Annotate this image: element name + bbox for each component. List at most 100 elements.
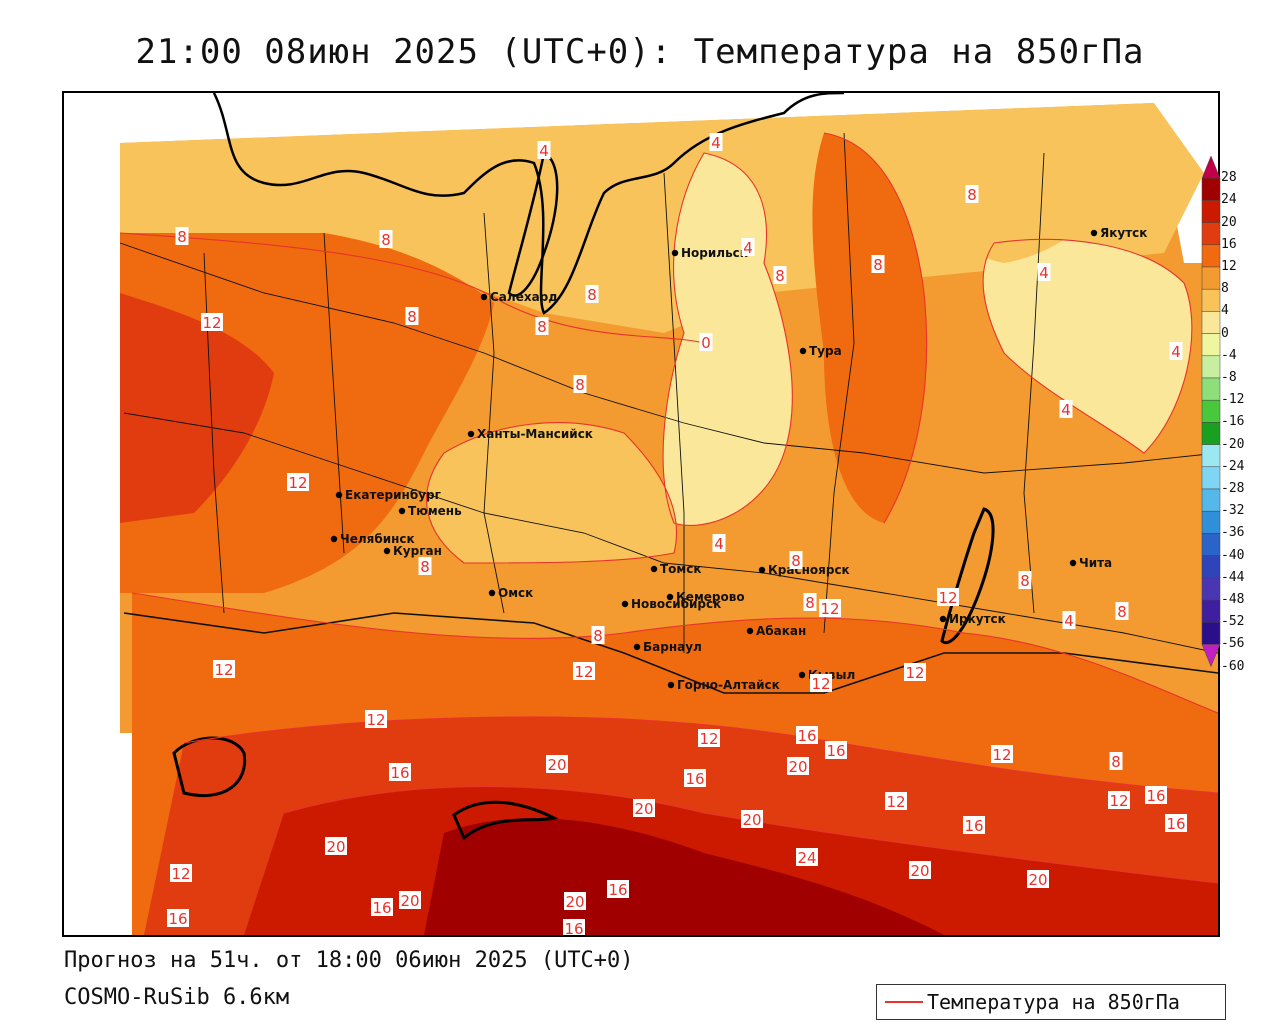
city-marker — [330, 535, 338, 543]
isotherm-label: 8 — [873, 256, 883, 274]
isotherm-label-bg — [201, 313, 223, 331]
isotherm-label: 12 — [366, 711, 385, 729]
city-label: Курган — [393, 544, 442, 558]
colorbar-tick-label: -48 — [1221, 592, 1245, 607]
isotherm-label: 4 — [1064, 612, 1074, 630]
colorbar-tick-label: -56 — [1221, 636, 1245, 652]
isotherm-label-bg — [741, 238, 755, 256]
isotherm-label: 16 — [372, 899, 391, 917]
isotherm-label: 12 — [574, 663, 593, 681]
isotherm-label: 12 — [699, 730, 718, 748]
isotherm-label-bg — [1027, 870, 1049, 888]
isotherm-label: 16 — [608, 881, 627, 899]
isotherm-label-bg — [535, 317, 549, 335]
city-label: Новосибирск — [631, 597, 721, 611]
city-label: Тюмень — [408, 504, 462, 518]
isotherm-label-bg — [796, 848, 818, 866]
city-label: Екатеринбург — [345, 488, 441, 502]
isotherm-label: 16 — [564, 920, 583, 935]
isotherm-label: 8 — [967, 186, 977, 204]
band-central-8 — [426, 422, 677, 563]
isotherm-label: 16 — [1146, 787, 1165, 805]
city-marker — [1069, 559, 1077, 567]
isotherm-label: 16 — [390, 764, 409, 782]
colorbar-segment — [1201, 644, 1221, 668]
isotherm-label-bg — [389, 763, 411, 781]
temperature-map[interactable]: Салехард Норильск Тура Якутск Ханты-Мансийск… — [62, 91, 1220, 937]
isotherm-label: 12 — [938, 589, 957, 607]
city-marker — [1090, 229, 1098, 237]
colorbar-tick-label: 8 — [1221, 281, 1229, 297]
colorbar-segment — [1201, 200, 1221, 223]
city-marker — [633, 643, 641, 651]
isotherm-label: 20 — [742, 811, 761, 829]
city-marker — [398, 507, 406, 515]
isotherm-label-bg — [325, 837, 347, 855]
colorbar-tick-label: 28 — [1221, 170, 1237, 186]
isotherm-label-bg — [787, 757, 809, 775]
isotherm-label-bg — [773, 266, 787, 284]
isotherm-label: 20 — [547, 756, 566, 774]
colorbar-tick-label: 20 — [1221, 214, 1237, 230]
isotherm-label-bg — [546, 755, 568, 773]
isotherm-label-bg — [699, 333, 713, 351]
isotherm-label: 16 — [168, 910, 187, 928]
band-cool-tongue — [663, 153, 793, 526]
isotherm-label: 20 — [788, 758, 807, 776]
colorbar-segment — [1201, 266, 1221, 290]
colorbar-segment — [1201, 244, 1221, 268]
isotherm-label: 8 — [1117, 603, 1127, 621]
isotherm-label: 8 — [575, 376, 585, 394]
isotherm-label: 20 — [910, 862, 929, 880]
colorbar — [1201, 156, 1221, 668]
isotherm-label-bg — [1115, 602, 1129, 620]
isotherm-label: 4 — [1061, 401, 1071, 419]
colorbar-tick-label: 12 — [1221, 259, 1237, 274]
isotherm-label-bg — [213, 660, 235, 678]
model-info: COSMO-RuSib 6.6км — [64, 985, 290, 1010]
colorbar-tick-label: -28 — [1221, 481, 1245, 496]
colorbar-tick-label: 0 — [1221, 325, 1229, 341]
isotherm-label: 8 — [805, 594, 815, 612]
colorbar-tick-label: -32 — [1221, 503, 1245, 519]
city-marker — [650, 565, 658, 573]
colorbar-segment — [1201, 510, 1221, 534]
isotherm-label-bg — [1062, 611, 1076, 629]
isotherm-label-bg — [789, 551, 803, 569]
isotherm-label-bg — [991, 745, 1013, 763]
isotherm-label: 4 — [539, 142, 549, 160]
isotherm-label: 8 — [587, 286, 597, 304]
colorbar-tick-label: -36 — [1221, 525, 1245, 541]
isotherm-label-bg — [712, 534, 726, 552]
isotherm-label: 12 — [288, 474, 307, 492]
city-marker — [667, 681, 675, 689]
isotherm-label: 16 — [797, 727, 816, 745]
city-marker — [746, 627, 754, 635]
isotherm-label-bg — [1037, 263, 1051, 281]
isotherm-label-bg — [871, 255, 885, 273]
isotherm-label-bg — [563, 919, 585, 935]
isotherm-label-bg — [418, 557, 432, 575]
city-label: Абакан — [756, 624, 806, 638]
isotherm-label: 20 — [565, 893, 584, 911]
band-east-warm — [812, 133, 927, 523]
city-marker — [621, 600, 629, 608]
colorbar-tick-label: -24 — [1221, 458, 1245, 474]
city-marker — [798, 671, 806, 679]
isotherm-label-bg — [684, 769, 706, 787]
colorbar-tick-label: -12 — [1221, 392, 1245, 408]
city-marker — [939, 615, 947, 623]
isotherm-label: 24 — [797, 849, 816, 867]
city-label: Томск — [660, 562, 702, 576]
isotherm-label: 20 — [1028, 871, 1047, 889]
isotherm-label-bg — [365, 710, 387, 728]
colorbar-segment — [1201, 466, 1221, 490]
isotherm-label-bg — [573, 662, 595, 680]
city-label: Иркутск — [949, 612, 1006, 626]
isotherm-label-bg — [170, 864, 192, 882]
isotherm-label-bg — [564, 892, 586, 910]
lake-balkhash — [452, 800, 559, 841]
colorbar-segment — [1201, 555, 1221, 579]
lake-baikal — [940, 507, 995, 645]
city-marker — [758, 566, 766, 574]
